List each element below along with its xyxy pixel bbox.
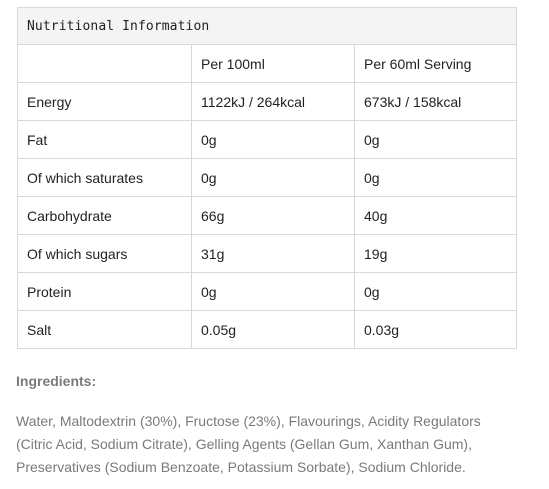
row-value-per-100ml: 66g <box>191 196 355 235</box>
ingredients-text: Water, Maltodextrin (30%), Fructose (23%… <box>16 413 481 475</box>
table-row-energy: Energy 1122kJ / 264kcal 673kJ / 158kcal <box>17 82 517 121</box>
table-row-carbohydrate: Carbohydrate 66g 40g <box>17 196 517 235</box>
row-value-per-serving: 0g <box>354 120 517 159</box>
nutrition-table: Nutritional Information Per 100ml Per 60… <box>17 7 517 349</box>
row-value-per-100ml: 0g <box>191 158 355 197</box>
row-label: Fat <box>17 120 192 159</box>
table-row-saturates: Of which saturates 0g 0g <box>17 158 517 197</box>
table-row-salt: Salt 0.05g 0.03g <box>17 310 517 349</box>
row-label: Energy <box>17 82 192 121</box>
row-value-per-100ml: 1122kJ / 264kcal <box>191 82 355 121</box>
table-row-sugars: Of which sugars 31g 19g <box>17 234 517 273</box>
row-value-per-serving: 40g <box>354 196 517 235</box>
row-value-per-serving: 673kJ / 158kcal <box>354 82 517 121</box>
table-title: Nutritional Information <box>17 7 517 45</box>
column-header-per-serving: Per 60ml Serving <box>354 44 517 83</box>
row-label: Of which sugars <box>17 234 192 273</box>
row-label: Of which saturates <box>17 158 192 197</box>
column-header-nutrient <box>17 44 192 83</box>
row-value-per-serving: 19g <box>354 234 517 273</box>
row-value-per-100ml: 0g <box>191 120 355 159</box>
row-value-per-serving: 0g <box>354 158 517 197</box>
table-row-protein: Protein 0g 0g <box>17 272 517 311</box>
table-row-fat: Fat 0g 0g <box>17 120 517 159</box>
row-label: Protein <box>17 272 192 311</box>
table-title-row: Nutritional Information <box>17 7 517 45</box>
table-header-row: Per 100ml Per 60ml Serving <box>17 44 517 83</box>
row-value-per-100ml: 31g <box>191 234 355 273</box>
ingredients-heading: Ingredients: <box>16 373 97 389</box>
row-value-per-100ml: 0.05g <box>191 310 355 349</box>
column-header-per-100ml: Per 100ml <box>191 44 355 83</box>
row-label: Carbohydrate <box>17 196 192 235</box>
row-value-per-100ml: 0g <box>191 272 355 311</box>
row-label: Salt <box>17 310 192 349</box>
row-value-per-serving: 0g <box>354 272 517 311</box>
row-value-per-serving: 0.03g <box>354 310 517 349</box>
